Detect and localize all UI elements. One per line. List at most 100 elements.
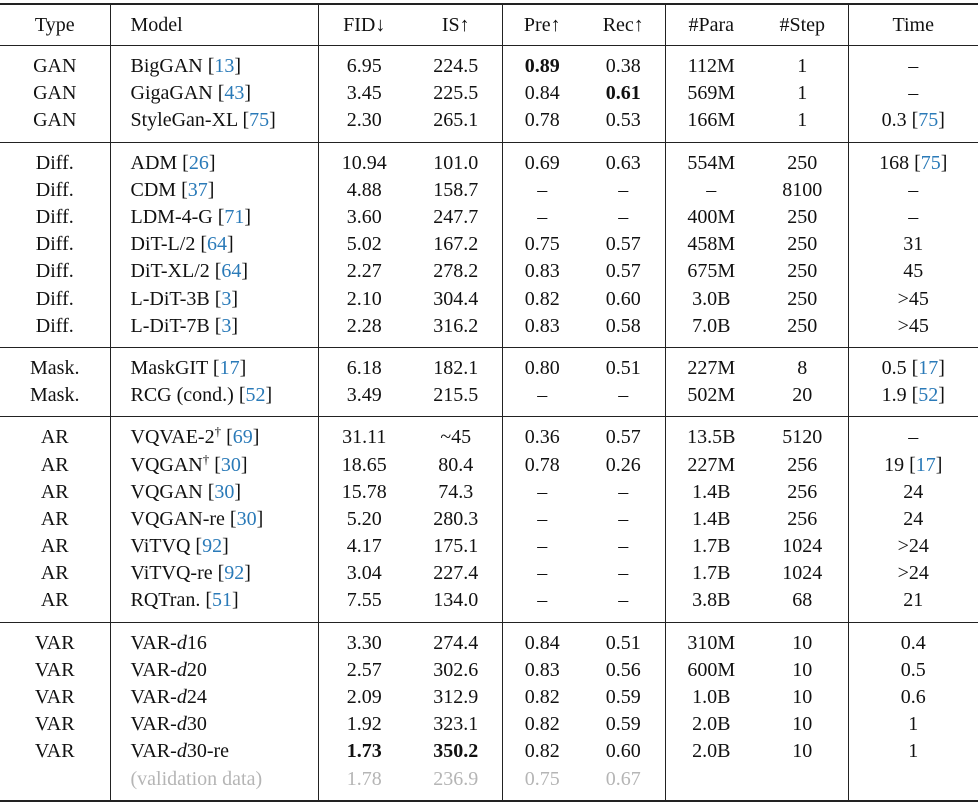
cell-text: ViTVQ-re [	[130, 562, 225, 585]
table-cell: AR	[0, 478, 111, 506]
table-row: VAR VAR-d30 1.92 323.1 0.82 0.59 2.0B 10 1	[0, 711, 978, 739]
table-cell: 112M	[687, 55, 735, 78]
cell-text: ]	[938, 356, 945, 379]
table-cell: 0.26	[582, 451, 666, 479]
table-cell: 2.30	[346, 109, 382, 132]
cell-text: GigaGAN [	[130, 82, 225, 105]
table-cell: GigaGAN [43]	[110, 80, 319, 108]
table-cell: 10	[757, 711, 849, 739]
table-cell: 0.4	[900, 631, 926, 654]
table-cell: –	[582, 203, 666, 232]
table-cell: 1.73	[318, 738, 410, 765]
table-cell: 31	[903, 233, 924, 256]
table-cell: 21	[903, 589, 924, 612]
table-row: AR VQGAN† [30] 18.65 80.4 0.78 0.26 227M 256 19 …	[0, 451, 978, 479]
table-cell: –	[537, 480, 548, 503]
cell-text: 30	[214, 480, 235, 503]
cell-text: 64	[206, 233, 227, 256]
cell-text: VQGAN	[130, 453, 203, 476]
column-header: Pre↑	[523, 13, 561, 36]
table-cell: 1	[757, 80, 849, 108]
table-cell: –	[582, 505, 666, 533]
row-group: Diff. ADM [26] 10.94 101.0 0.69 0.63 554M 250 16…	[0, 142, 978, 348]
cell-text: ]	[935, 453, 943, 476]
cell-text: 71	[224, 206, 245, 229]
table-cell: 0.5 [17]	[848, 347, 978, 382]
table-cell: –	[537, 384, 548, 407]
table-cell: 1	[908, 713, 919, 736]
table-cell: 0.80	[524, 356, 560, 379]
table-row: AR VQVAE-2† [69] 31.11 ~45 0.36 0.57 13.5B 5120…	[0, 416, 978, 452]
table-cell: 2.28	[346, 314, 382, 337]
table-cell: 675M	[687, 260, 736, 283]
table-cell: VAR-d24	[110, 683, 319, 712]
header-row: Type Model FID↓ IS↑ Pre↑ Rec↑ #Para #Step Time	[0, 4, 978, 46]
table-cell: –	[908, 206, 919, 229]
table-cell: AR	[0, 587, 111, 623]
table-cell: 0.67	[582, 765, 666, 801]
table-cell: 0.57	[582, 416, 666, 452]
table-cell: 0.83	[524, 314, 560, 337]
column-header: Type	[0, 4, 111, 46]
table-cell: 10	[757, 656, 849, 684]
table-cell: 256	[757, 505, 849, 533]
column-header: FID↓	[343, 13, 386, 36]
table-cell: 7.55	[346, 589, 382, 612]
cell-text: 30	[186, 713, 207, 736]
cell-text: 52	[245, 384, 266, 407]
cell-text: ]	[232, 589, 239, 612]
cell-text: ]	[265, 384, 273, 407]
row-group: AR VQVAE-2† [69] 31.11 ~45 0.36 0.57 13.5B 5120…	[0, 416, 978, 623]
table-row: Diff. ADM [26] 10.94 101.0 0.69 0.63 554M 250 16…	[0, 142, 978, 177]
table-cell: ADM [26]	[110, 142, 319, 177]
cell-text: 13	[214, 55, 235, 78]
table-cell: Diff.	[0, 312, 111, 348]
cell-text: ]	[234, 55, 242, 78]
cell-text: VQGAN [	[130, 480, 215, 503]
table-cell: 0.57	[582, 258, 666, 286]
table-cell: 502M	[687, 384, 736, 407]
table-cell: 0.89	[502, 46, 582, 81]
table-row: Diff. CDM [37] 4.88 158.7– – –8100–	[0, 176, 978, 204]
table-cell: 158.7	[410, 176, 503, 204]
table-cell: 8	[757, 347, 849, 383]
table-cell: 554M	[687, 151, 736, 174]
table-cell: 250	[757, 285, 849, 313]
table-cell: 24	[903, 480, 924, 503]
cell-text: 51	[212, 589, 232, 612]
cell-text: ]	[231, 287, 239, 310]
table-row: Diff. LDM-4-G [71] 3.60 247.7– –400M 250–	[0, 203, 978, 232]
table-cell: MaskGIT [17]	[110, 347, 319, 383]
table-cell: 0.59	[582, 711, 666, 739]
table-cell: 8100	[757, 176, 849, 204]
cell-text: 30	[236, 507, 257, 530]
cell-text: VAR-	[130, 713, 177, 736]
cell-text: d	[176, 713, 187, 736]
cell-text: 75	[249, 109, 270, 132]
table-cell: VAR	[0, 711, 111, 739]
table-cell: 227.4	[410, 560, 503, 588]
cell-text: ]	[940, 151, 948, 174]
table-cell: 80.4	[410, 451, 503, 479]
table-cell: 1	[757, 107, 849, 143]
table-cell: –	[706, 178, 717, 201]
cell-text: BigGAN [	[130, 55, 215, 78]
table-cell: 0.59	[582, 683, 666, 712]
page: Type Model FID↓ IS↑ Pre↑ Rec↑ #Para #Step Time GA…	[0, 3, 978, 801]
cell-text: 52	[918, 384, 939, 407]
table-cell: AR	[0, 416, 111, 452]
column-header: IS↑	[410, 4, 503, 46]
cell-text: VAR-	[130, 658, 177, 681]
cell-text: 17	[915, 453, 936, 476]
cell-text: [	[221, 426, 233, 449]
table-cell: L-DiT-3B [3]	[110, 285, 319, 313]
table-row: Mask. RCG (cond.) [52] 3.49 215.5– –502M 20 1.…	[0, 382, 978, 417]
cell-text: VQVAE-2	[130, 426, 215, 449]
cell-text: 64	[221, 260, 242, 283]
table-cell: 3.45	[346, 82, 382, 105]
cell-text: 30-re	[186, 740, 230, 763]
cell-text: ]	[231, 314, 239, 337]
table-cell: 0.83	[524, 260, 560, 283]
table-cell: 19 [17]	[848, 451, 978, 478]
table-cell	[848, 766, 978, 801]
